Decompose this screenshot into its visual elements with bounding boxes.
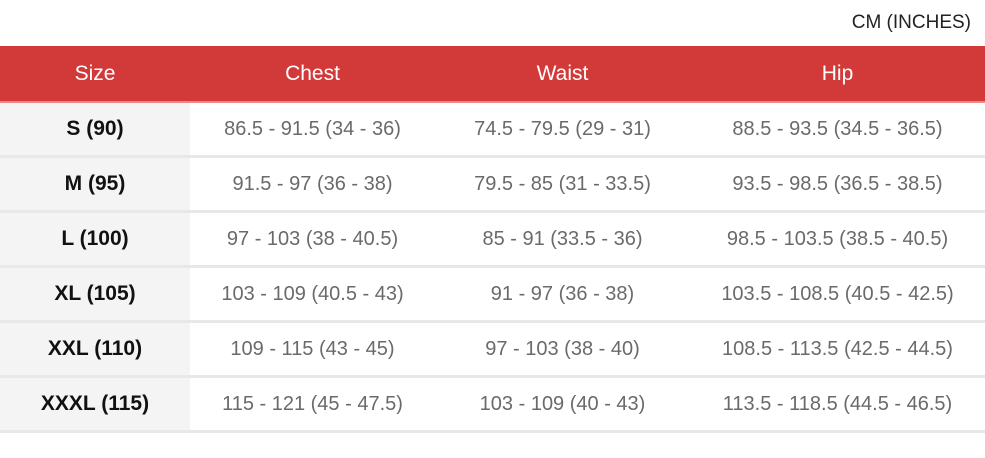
waist-cell: 103 - 109 (40 - 43): [435, 376, 690, 433]
table-row: XXL (110) 109 - 115 (43 - 45) 97 - 103 (38…: [0, 321, 985, 378]
chest-cell: 115 - 121 (45 - 47.5): [190, 376, 435, 433]
header-row: Size Chest Waist Hip: [0, 46, 985, 103]
hip-cell: 103.5 - 108.5 (40.5 - 42.5): [690, 266, 985, 323]
chest-cell: 97 - 103 (38 - 40.5): [190, 211, 435, 268]
unit-label: CM (INCHES): [851, 12, 971, 33]
waist-cell: 74.5 - 79.5 (29 - 31): [435, 102, 690, 158]
chest-cell: 91.5 - 97 (36 - 38): [190, 156, 435, 213]
size-cell: XXL (110): [0, 321, 190, 378]
hip-cell: 108.5 - 113.5 (42.5 - 44.5): [690, 321, 985, 378]
table-row: S (90) 86.5 - 91.5 (34 - 36) 74.5 - 79.5 (…: [0, 102, 985, 158]
hip-cell: 98.5 - 103.5 (38.5 - 40.5): [690, 211, 985, 268]
hip-cell: 93.5 - 98.5 (36.5 - 38.5): [690, 156, 985, 213]
header-size: Size: [0, 46, 190, 103]
waist-cell: 79.5 - 85 (31 - 33.5): [435, 156, 690, 213]
header-hip: Hip: [690, 46, 985, 103]
table-row: XL (105) 103 - 109 (40.5 - 43) 91 - 97 (36…: [0, 266, 985, 323]
size-cell: M (95): [0, 156, 190, 213]
size-cell: XXXL (115): [0, 376, 190, 433]
table-row: M (95) 91.5 - 97 (36 - 38) 79.5 - 85 (31 -…: [0, 156, 985, 213]
chest-cell: 103 - 109 (40.5 - 43): [190, 266, 435, 323]
hip-cell: 88.5 - 93.5 (34.5 - 36.5): [690, 102, 985, 158]
size-cell: L (100): [0, 211, 190, 268]
waist-cell: 91 - 97 (36 - 38): [435, 266, 690, 323]
chest-cell: 109 - 115 (43 - 45): [190, 321, 435, 378]
size-chart-table: Size Chest Waist Hip S (90) 86.5 - 91.5 (…: [0, 46, 985, 433]
chest-cell: 86.5 - 91.5 (34 - 36): [190, 102, 435, 158]
waist-cell: 85 - 91 (33.5 - 36): [435, 211, 690, 268]
hip-cell: 113.5 - 118.5 (44.5 - 46.5): [690, 376, 985, 433]
header-chest: Chest: [190, 46, 435, 103]
table-row: L (100) 97 - 103 (38 - 40.5) 85 - 91 (33.5…: [0, 211, 985, 268]
size-cell: XL (105): [0, 266, 190, 323]
table-row: XXXL (115) 115 - 121 (45 - 47.5) 103 - 109…: [0, 376, 985, 433]
size-cell: S (90): [0, 102, 190, 158]
waist-cell: 97 - 103 (38 - 40): [435, 321, 690, 378]
header-waist: Waist: [435, 46, 690, 103]
